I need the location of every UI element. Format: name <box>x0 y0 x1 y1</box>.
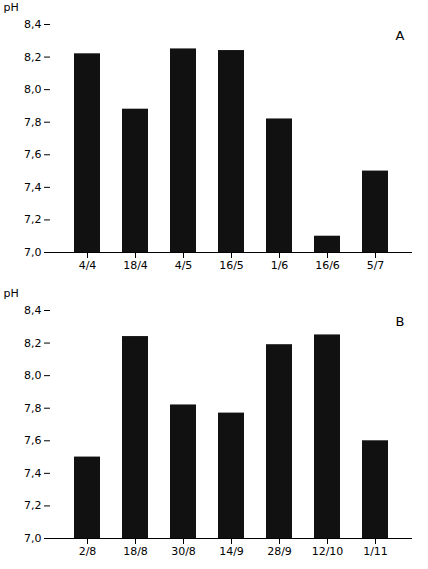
svg-text:14/9: 14/9 <box>219 545 244 558</box>
svg-text:8,0: 8,0 <box>24 83 42 96</box>
svg-text:8,2: 8,2 <box>24 337 42 350</box>
svg-text:7,2: 7,2 <box>24 213 42 226</box>
svg-text:7,6: 7,6 <box>24 148 42 161</box>
svg-text:pH: pH <box>4 1 19 14</box>
svg-text:pH: pH <box>4 287 19 300</box>
svg-text:8,0: 8,0 <box>24 369 42 382</box>
svg-text:7,2: 7,2 <box>24 499 42 512</box>
svg-text:12/10: 12/10 <box>312 545 344 558</box>
svg-text:7,8: 7,8 <box>24 402 42 415</box>
svg-text:7,4: 7,4 <box>24 181 42 194</box>
svg-text:7,0: 7,0 <box>24 246 42 259</box>
svg-text:28/9: 28/9 <box>267 545 292 558</box>
svg-text:7,4: 7,4 <box>24 467 42 480</box>
svg-text:16/6: 16/6 <box>315 259 340 272</box>
svg-text:18/8: 18/8 <box>123 545 148 558</box>
svg-text:4/5: 4/5 <box>175 259 193 272</box>
svg-text:1/6: 1/6 <box>271 259 289 272</box>
svg-text:7,8: 7,8 <box>24 116 42 129</box>
svg-text:2/8: 2/8 <box>79 545 97 558</box>
svg-text:7,0: 7,0 <box>24 532 42 545</box>
svg-text:5/7: 5/7 <box>367 259 385 272</box>
svg-text:1/11: 1/11 <box>363 545 388 558</box>
svg-text:A: A <box>396 28 405 43</box>
svg-text:4/4: 4/4 <box>79 259 97 272</box>
svg-text:8,4: 8,4 <box>24 18 42 31</box>
svg-text:8,4: 8,4 <box>24 304 42 317</box>
svg-text:30/8: 30/8 <box>171 545 196 558</box>
svg-text:18/4: 18/4 <box>123 259 148 272</box>
svg-text:8,2: 8,2 <box>24 51 42 64</box>
svg-text:16/5: 16/5 <box>219 259 244 272</box>
svg-text:7,6: 7,6 <box>24 434 42 447</box>
svg-text:B: B <box>396 314 405 329</box>
